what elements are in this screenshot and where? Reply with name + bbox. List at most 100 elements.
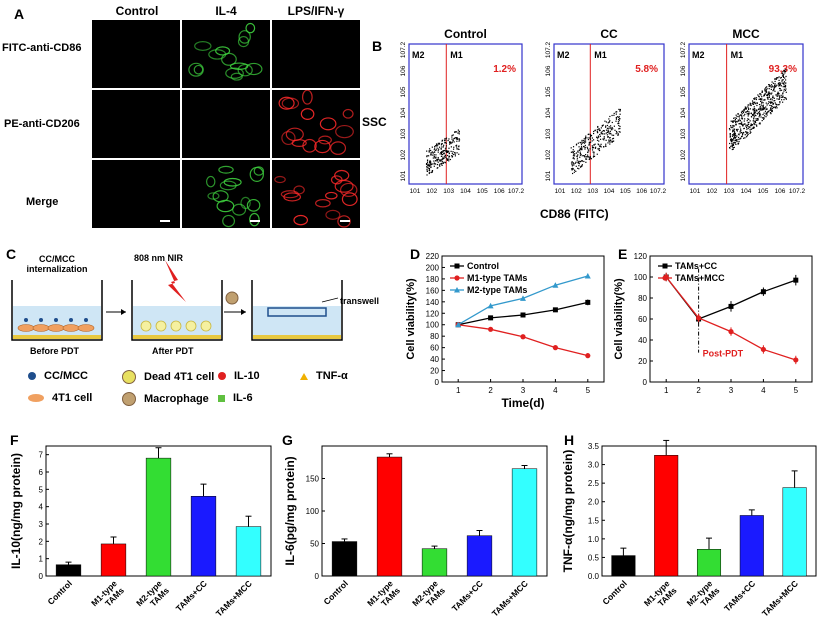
flow-event [754, 101, 756, 103]
flow-event [595, 146, 597, 148]
flow-event [608, 127, 610, 130]
flow-event [734, 139, 736, 142]
flow-event [440, 155, 443, 157]
flow-ytick: 101 [680, 170, 687, 181]
cell-ring [232, 203, 247, 216]
flow-event [734, 132, 736, 134]
flow-event [441, 153, 443, 156]
flow-event [751, 103, 753, 105]
flow-event [732, 130, 734, 132]
flow-event [584, 139, 587, 141]
flow-event [437, 142, 439, 144]
flow-event [763, 108, 765, 110]
flow-event [781, 75, 784, 77]
category-line: Control [600, 578, 628, 606]
flow-event [608, 118, 610, 120]
macrophage-icon [122, 392, 136, 406]
flow-event [428, 164, 431, 166]
flow-ytick: 104 [680, 107, 687, 118]
cell-ring [325, 209, 341, 220]
flow-ytick: 103 [680, 128, 687, 139]
flow-event [432, 152, 434, 154]
flow-event [782, 93, 784, 95]
flow-event [734, 118, 737, 121]
flow-event [575, 165, 577, 167]
flow-event [589, 157, 592, 159]
flow-ytick: 107.2 [545, 41, 552, 58]
flow-event [765, 106, 767, 108]
flow-event [739, 118, 741, 120]
bar [145, 457, 172, 577]
flow-event [581, 142, 583, 144]
flow-event [778, 98, 780, 100]
flow-event [589, 138, 592, 140]
flow-event [754, 97, 756, 99]
flow-event [448, 152, 450, 154]
flow-event [745, 125, 747, 127]
legend-marker [662, 275, 668, 281]
flow-event [593, 130, 595, 133]
flow-event [451, 156, 453, 158]
flow-event [779, 89, 781, 92]
flow-title: CC [600, 27, 618, 41]
cell-ring [249, 212, 260, 227]
flow-event [440, 160, 442, 162]
flow-event [758, 116, 760, 118]
flow-event [775, 85, 777, 87]
bar [376, 456, 403, 577]
flow-event [618, 122, 620, 124]
flow-event [454, 151, 456, 154]
flow-event [580, 153, 582, 156]
flow-event [782, 74, 784, 76]
flow-event [458, 138, 460, 140]
flow-event [440, 144, 443, 146]
tumor-cell [77, 324, 95, 332]
flow-event [445, 156, 447, 159]
flow-event [429, 162, 431, 164]
ytick-label: 3 [39, 520, 44, 529]
flow-event [755, 118, 757, 120]
flow-event [750, 112, 752, 115]
flow-event [776, 107, 778, 109]
flow-event [770, 113, 772, 115]
flow-event [778, 103, 780, 106]
flow-event [609, 141, 611, 143]
flow-event [426, 167, 428, 169]
ytick-label: 6 [39, 468, 44, 477]
bar [739, 515, 764, 577]
flow-event [603, 137, 605, 139]
flow-event [759, 98, 762, 100]
flow-event [590, 141, 592, 143]
y-axis-label: TNF-α(ng/mg protein) [561, 450, 575, 573]
flow-event [442, 162, 444, 164]
flow-event [428, 172, 430, 175]
flow-event [750, 125, 752, 127]
flow-event [764, 93, 767, 95]
flow-event [778, 76, 780, 78]
flow-event [743, 110, 745, 112]
flow-event [449, 158, 452, 161]
ytick-label: 40 [430, 355, 439, 364]
flow-event [453, 146, 455, 148]
flow-event [758, 98, 760, 100]
category-label: M1-typeTAMs [89, 578, 126, 615]
flow-event [581, 165, 583, 167]
nanoparticle [84, 318, 88, 322]
flow-event [760, 94, 762, 96]
flow-event [778, 95, 780, 97]
flow-event [757, 119, 759, 121]
ytick-label: 150 [306, 475, 320, 484]
scale-bar [160, 220, 170, 222]
category-label: Control [321, 578, 349, 606]
flow-event [602, 133, 604, 135]
flow-event [761, 90, 763, 92]
xtick-label: 4 [553, 386, 558, 395]
xtick-label: 2 [488, 386, 493, 395]
step1-label: CC/MCC internalization [26, 254, 88, 274]
flow-event [780, 96, 783, 98]
flow-event [577, 167, 579, 169]
flow-event [777, 82, 780, 85]
ytick-label: 1.0 [588, 535, 600, 544]
flow-event [617, 121, 619, 123]
flow-event [593, 155, 595, 157]
